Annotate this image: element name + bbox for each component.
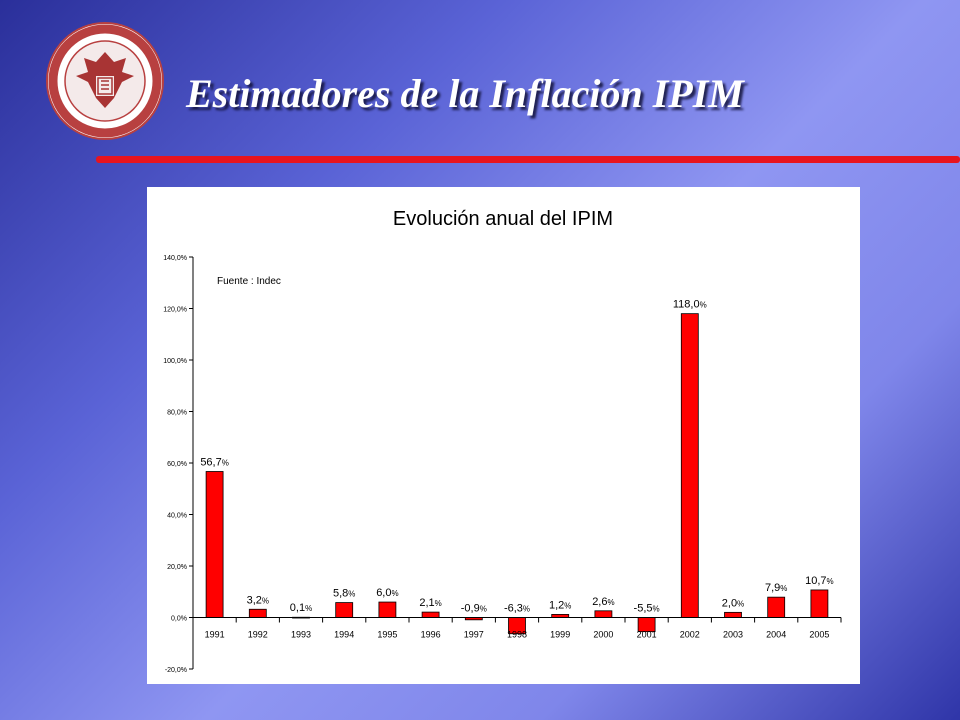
- bar: [335, 602, 354, 618]
- y-tick-label: 80,0%: [167, 410, 187, 417]
- data-label: 0,1%: [290, 602, 312, 614]
- y-tick-label: 60,0%: [167, 461, 187, 468]
- y-tick-label: -20,0%: [165, 667, 187, 674]
- data-label: 5,8%: [333, 588, 355, 600]
- bar-chart: Evolución anual del IPIM Fuente : Indec …: [163, 208, 842, 674]
- bar: [810, 589, 829, 618]
- y-tick-label: 0,0%: [171, 616, 187, 623]
- data-label: 2,6%: [592, 596, 614, 608]
- x-tick-label: 1992: [248, 630, 268, 640]
- data-label: -6,3%: [504, 603, 530, 615]
- chart-annotation: Fuente : Indec: [217, 276, 281, 287]
- data-label: 10,7%: [805, 575, 834, 587]
- bar: [421, 611, 440, 618]
- y-tick-label: 100,0%: [163, 358, 187, 365]
- data-label: 118,0%: [673, 299, 707, 311]
- x-tick-label: 1994: [334, 630, 354, 640]
- x-tick-label: 1991: [205, 630, 225, 640]
- x-tick-label: 2002: [680, 630, 700, 640]
- bar: [378, 601, 397, 618]
- data-label: 6,0%: [376, 587, 398, 599]
- x-tick-label: 1998: [507, 630, 527, 640]
- bar: [594, 610, 613, 618]
- x-tick-label: 2005: [809, 630, 829, 640]
- data-label: 56,7%: [200, 456, 229, 468]
- x-tick-label: 1996: [421, 630, 441, 640]
- title-underline: [96, 156, 960, 163]
- data-label: -5,5%: [634, 603, 660, 615]
- chart-title: Evolución anual del IPIM: [393, 208, 613, 230]
- y-tick-label: 120,0%: [163, 307, 187, 314]
- chart-panel: Evolución anual del IPIM Fuente : Indec …: [147, 187, 860, 684]
- data-label: 1,2%: [549, 599, 571, 611]
- x-tick-label: 2001: [637, 630, 657, 640]
- data-label: 2,1%: [419, 597, 441, 609]
- x-tick-label: 1997: [464, 630, 484, 640]
- bar: [248, 608, 267, 618]
- x-tick-label: 2003: [723, 630, 743, 640]
- x-tick-label: 2000: [593, 630, 613, 640]
- slide-title: Estimadores de la Inflación IPIM: [186, 71, 744, 116]
- bar: [205, 471, 224, 618]
- bar: [680, 313, 699, 618]
- y-tick-label: 40,0%: [167, 513, 187, 520]
- x-tick-label: 1993: [291, 630, 311, 640]
- y-tick-label: 140,0%: [163, 255, 187, 262]
- university-seal-icon: [46, 22, 164, 140]
- data-label: -0,9%: [461, 603, 487, 615]
- y-tick-label: 20,0%: [167, 564, 187, 571]
- data-label: 2,0%: [722, 597, 744, 609]
- x-tick-label: 2004: [766, 630, 786, 640]
- data-label: 7,9%: [765, 582, 787, 594]
- x-tick-label: 1995: [377, 630, 397, 640]
- bar: [767, 596, 786, 618]
- bar: [724, 611, 742, 618]
- data-label: 3,2%: [247, 594, 269, 606]
- x-tick-label: 1999: [550, 630, 570, 640]
